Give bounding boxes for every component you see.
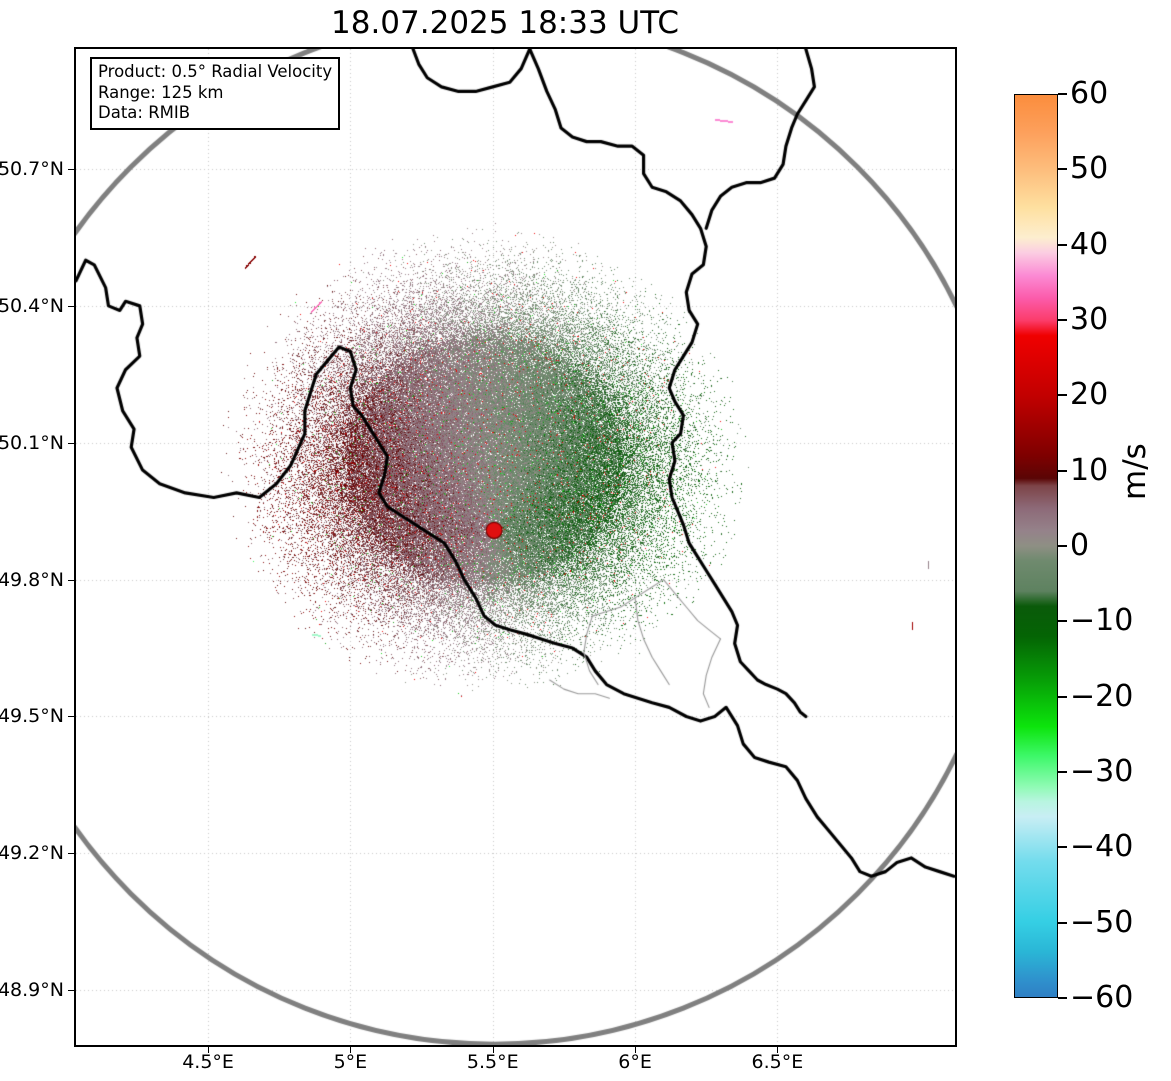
x-axis-tick [492, 1047, 494, 1053]
y-axis-tick [68, 990, 74, 992]
y-axis-tick [68, 168, 74, 170]
colorbar-tick-label: 40 [1070, 226, 1109, 262]
y-axis-tick [68, 579, 74, 581]
colorbar-tick-label: 30 [1070, 302, 1109, 337]
colorbar-tick-label: 60 [1070, 76, 1109, 111]
x-axis-tick [777, 1047, 779, 1053]
y-axis-tick-label: 49.2°N [0, 842, 64, 865]
colorbar-tick-label: −40 [1070, 829, 1134, 865]
radar-map-canvas[interactable] [76, 49, 955, 1045]
colorbar-tick [1058, 620, 1067, 623]
colorbar-tick-label: 0 [1070, 528, 1090, 563]
y-axis-tick-label: 50.1°N [0, 431, 64, 454]
y-axis-tick-label: 50.7°N [0, 157, 64, 180]
x-axis-tick-label: 6.5°E [751, 1051, 804, 1073]
x-axis-tick [635, 1047, 637, 1053]
colorbar-gradient [1015, 95, 1057, 997]
colorbar-unit-label: m/s [1117, 443, 1153, 500]
y-axis-tick-label: 49.5°N [0, 705, 64, 728]
colorbar-tick [1058, 93, 1067, 95]
info-product: Product: 0.5° Radial Velocity [98, 62, 333, 81]
colorbar-tick-label: 10 [1070, 452, 1109, 488]
colorbar-tick-label: 50 [1070, 151, 1109, 187]
y-axis-tick-label: 48.9°N [0, 979, 64, 1002]
colorbar [1014, 94, 1058, 998]
colorbar-tick [1058, 771, 1067, 773]
colorbar-tick-label: −30 [1070, 754, 1134, 789]
product-info-box: Product: 0.5° Radial Velocity Range: 125… [90, 57, 341, 130]
y-axis-tick-label: 50.4°N [0, 294, 64, 317]
colorbar-tick-label: −60 [1070, 980, 1134, 1015]
colorbar-tick-label: −50 [1070, 904, 1134, 940]
colorbar-tick [1058, 394, 1067, 397]
colorbar-tick-label: −20 [1070, 678, 1134, 714]
colorbar-tick [1058, 695, 1067, 698]
x-axis-tick-label: 5.5°E [466, 1051, 519, 1073]
x-axis-tick-label: 4.5°E [182, 1051, 234, 1073]
colorbar-tick [1058, 846, 1067, 849]
info-data: Data: RMIB [98, 103, 191, 122]
colorbar-tick-label: −10 [1070, 603, 1134, 639]
colorbar-tick [1058, 319, 1067, 321]
colorbar-tick [1058, 469, 1067, 472]
x-axis-tick [350, 1047, 352, 1053]
colorbar-tick [1058, 545, 1067, 547]
colorbar-tick [1058, 168, 1067, 171]
x-axis-tick [208, 1047, 210, 1053]
y-axis-tick [68, 442, 74, 444]
page-title: 18.07.2025 18:33 UTC [331, 5, 679, 41]
info-range: Range: 125 km [98, 82, 224, 102]
y-axis-tick-label: 49.8°N [0, 568, 64, 591]
colorbar-tick [1058, 921, 1067, 924]
y-axis-tick [68, 305, 74, 307]
colorbar-tick-label: 20 [1070, 377, 1109, 413]
radar-map-plot[interactable]: Product: 0.5° Radial Velocity Range: 125… [74, 47, 957, 1047]
y-axis-tick [68, 716, 74, 718]
colorbar-tick [1058, 997, 1067, 999]
y-axis-tick [68, 853, 74, 855]
x-axis-tick-label: 5°E [333, 1051, 368, 1073]
colorbar-tick [1058, 243, 1067, 246]
x-axis-tick-label: 6°E [618, 1051, 652, 1073]
